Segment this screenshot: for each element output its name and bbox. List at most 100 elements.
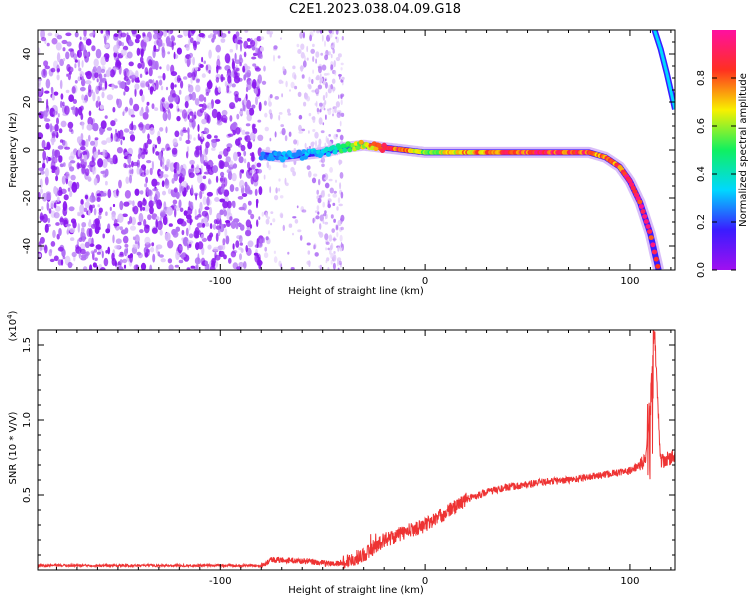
noise-blob	[202, 217, 208, 223]
noise-blob	[63, 58, 66, 62]
noise-blob	[265, 218, 270, 225]
noise-blob	[216, 111, 222, 121]
noise-blob	[301, 128, 306, 132]
noise-blob	[61, 175, 66, 185]
noise-blob	[186, 146, 190, 153]
noise-blob	[77, 211, 80, 217]
noise-blob	[47, 32, 53, 37]
noise-blob	[220, 171, 225, 177]
noise-blob	[317, 211, 320, 215]
noise-blob	[234, 52, 237, 62]
noise-blob	[160, 258, 166, 263]
noise-blob	[243, 97, 247, 106]
noise-blob	[329, 167, 333, 173]
noise-blob	[206, 196, 210, 206]
noise-blob	[95, 244, 102, 250]
noise-blob	[53, 212, 60, 219]
noise-blob	[149, 86, 154, 92]
noise-blob	[170, 82, 175, 90]
noise-blob	[85, 38, 92, 46]
noise-blob	[56, 52, 61, 63]
noise-blob	[277, 55, 281, 59]
noise-blob	[319, 102, 323, 107]
noise-blob	[337, 53, 342, 58]
noise-blob	[98, 211, 102, 216]
noise-blob	[251, 151, 255, 162]
noise-blob	[319, 73, 322, 79]
noise-blob	[135, 70, 139, 78]
noise-blob	[85, 80, 92, 85]
noise-blob	[43, 68, 46, 76]
noise-blob	[155, 151, 160, 156]
ridge-cell	[276, 151, 282, 157]
noise-blob	[183, 30, 189, 37]
noise-blob	[139, 110, 143, 117]
noise-blob	[129, 134, 136, 142]
noise-blob	[176, 162, 180, 172]
noise-blob	[197, 174, 203, 184]
noise-blob	[127, 154, 132, 165]
noise-blob	[52, 148, 55, 157]
noise-blob	[184, 95, 190, 103]
noise-blob	[145, 123, 151, 130]
noise-blob	[104, 168, 109, 177]
noise-blob	[104, 115, 108, 119]
y-tick-label: 0.5	[22, 487, 33, 503]
noise-blob	[312, 69, 314, 74]
noise-blob	[104, 44, 109, 49]
noise-blob	[191, 184, 194, 195]
noise-blob	[274, 131, 277, 138]
noise-blob	[209, 206, 213, 216]
noise-blob	[81, 214, 85, 218]
noise-blob	[81, 121, 85, 130]
noise-blob	[298, 114, 303, 120]
noise-blob	[62, 201, 68, 211]
noise-blob	[322, 174, 326, 178]
noise-blob	[306, 260, 311, 265]
noise-blob	[128, 39, 133, 44]
noise-blob	[105, 211, 108, 216]
noise-blob	[229, 48, 234, 53]
noise-blob	[266, 30, 271, 35]
noise-blob	[113, 51, 117, 58]
noise-blob	[191, 164, 194, 169]
noise-blob	[236, 67, 240, 72]
noise-blob	[185, 139, 191, 144]
noise-blob	[258, 186, 263, 196]
noise-blob	[122, 213, 128, 218]
noise-blob	[325, 241, 330, 245]
noise-blob	[327, 267, 330, 270]
noise-blob	[302, 31, 305, 39]
noise-blob	[68, 94, 75, 102]
noise-blob	[339, 120, 342, 127]
noise-blob	[225, 156, 231, 163]
noise-blob	[75, 244, 80, 250]
ridge-cell	[655, 264, 661, 269]
noise-blob	[246, 109, 250, 116]
noise-blob	[268, 164, 272, 171]
noise-blob	[206, 114, 211, 124]
noise-blob	[318, 66, 322, 74]
noise-blob	[322, 213, 327, 217]
noise-blob	[62, 256, 66, 260]
noise-blob	[296, 205, 299, 209]
noise-blob	[179, 109, 183, 113]
noise-blob	[180, 164, 184, 172]
noise-blob	[329, 187, 334, 194]
spectrogram-xlabel: Height of straight line (km)	[288, 286, 424, 297]
noise-blob	[132, 200, 135, 207]
noise-blob	[226, 206, 231, 216]
noise-blob	[70, 174, 76, 181]
noise-blob	[56, 117, 59, 125]
noise-blob	[152, 188, 159, 192]
noise-blob	[144, 67, 149, 76]
noise-blob	[278, 178, 281, 182]
noise-blob	[190, 265, 196, 269]
ridge-cell	[647, 229, 653, 234]
noise-blob	[314, 102, 317, 106]
noise-blob	[239, 242, 243, 246]
noise-blob	[246, 80, 252, 91]
noise-blob	[145, 224, 150, 229]
noise-blob	[319, 223, 322, 230]
noise-blob	[114, 260, 117, 267]
